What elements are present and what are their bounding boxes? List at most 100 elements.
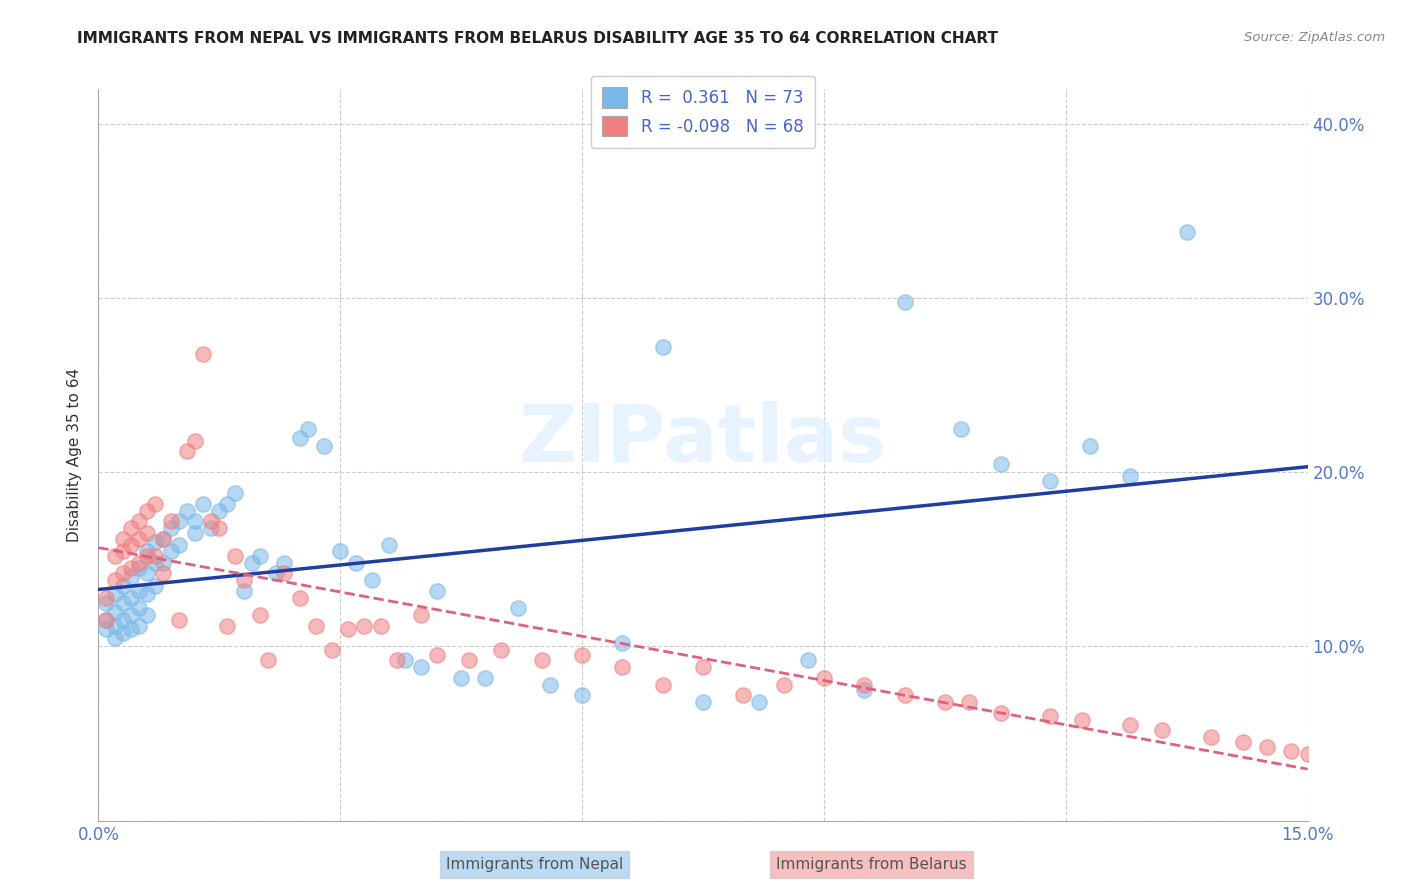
Point <box>224 486 246 500</box>
Point <box>288 430 311 444</box>
Point <box>426 648 449 663</box>
Point <box>370 618 392 632</box>
Point <box>167 613 190 627</box>
Point <box>128 561 150 575</box>
Point <box>111 566 134 581</box>
Point <box>1119 718 1142 732</box>
Point <box>152 556 174 570</box>
Point <box>893 294 915 309</box>
Point <box>612 636 634 650</box>
Point <box>1199 730 1222 744</box>
Point <box>337 622 360 636</box>
Legend: R =  0.361   N = 73, R = -0.098   N = 68: R = 0.361 N = 73, R = -0.098 N = 68 <box>591 76 815 148</box>
Point <box>200 514 222 528</box>
Point <box>200 521 222 535</box>
Point <box>409 608 432 623</box>
Point <box>143 578 166 592</box>
Point <box>128 532 150 546</box>
Point <box>273 556 295 570</box>
Point <box>458 653 481 667</box>
Point <box>143 535 166 549</box>
Point <box>135 526 157 541</box>
Point <box>305 618 328 632</box>
Point <box>120 591 142 605</box>
Point <box>111 543 134 558</box>
Point <box>353 618 375 632</box>
Point <box>256 653 278 667</box>
Point <box>128 514 150 528</box>
Point <box>651 678 673 692</box>
Point <box>135 549 157 563</box>
Point <box>193 497 215 511</box>
Point <box>103 631 125 645</box>
Point <box>128 601 150 615</box>
Point <box>1337 758 1360 772</box>
Point <box>990 706 1012 720</box>
Point <box>264 566 287 581</box>
Point <box>692 695 714 709</box>
Point <box>96 622 118 636</box>
Point <box>1256 740 1278 755</box>
Point <box>96 613 118 627</box>
Point <box>538 678 561 692</box>
Point <box>160 521 183 535</box>
Point <box>934 695 956 709</box>
Point <box>1281 744 1303 758</box>
Point <box>135 608 157 623</box>
Point <box>120 539 142 553</box>
Point <box>135 587 157 601</box>
Point <box>361 574 384 588</box>
Point <box>184 526 207 541</box>
Point <box>111 596 134 610</box>
Point <box>143 549 166 563</box>
Point <box>120 561 142 575</box>
Point <box>135 503 157 517</box>
Point <box>184 514 207 528</box>
Point <box>217 497 239 511</box>
Point <box>491 643 513 657</box>
Point <box>176 503 198 517</box>
Point <box>208 521 231 535</box>
Point <box>385 653 408 667</box>
Point <box>128 583 150 598</box>
Point <box>651 340 673 354</box>
Point <box>143 556 166 570</box>
Text: Source: ZipAtlas.com: Source: ZipAtlas.com <box>1244 31 1385 45</box>
Point <box>377 539 399 553</box>
Point <box>1039 709 1062 723</box>
Point <box>193 347 215 361</box>
Point <box>426 583 449 598</box>
Point <box>853 678 876 692</box>
Point <box>120 622 142 636</box>
Point <box>571 688 593 702</box>
Point <box>273 566 295 581</box>
Point <box>612 660 634 674</box>
Point <box>152 532 174 546</box>
Point <box>111 578 134 592</box>
Text: ZIPatlas: ZIPatlas <box>519 401 887 479</box>
Point <box>1039 474 1062 488</box>
Point <box>184 434 207 448</box>
Point <box>1175 225 1198 239</box>
Point <box>96 596 118 610</box>
Point <box>152 532 174 546</box>
Point <box>120 608 142 623</box>
Point <box>1070 713 1092 727</box>
Point <box>103 587 125 601</box>
Point <box>128 618 150 632</box>
Point <box>1312 753 1334 767</box>
Point <box>571 648 593 663</box>
Text: Immigrants from Nepal: Immigrants from Nepal <box>446 857 623 872</box>
Point <box>813 671 835 685</box>
Point <box>1232 735 1254 749</box>
Point <box>1119 468 1142 483</box>
Point <box>232 583 254 598</box>
Point <box>111 625 134 640</box>
Point <box>772 678 794 692</box>
Point <box>103 618 125 632</box>
Point <box>530 653 553 667</box>
Point <box>949 422 972 436</box>
Point <box>128 556 150 570</box>
Point <box>1152 723 1174 737</box>
Point <box>135 543 157 558</box>
